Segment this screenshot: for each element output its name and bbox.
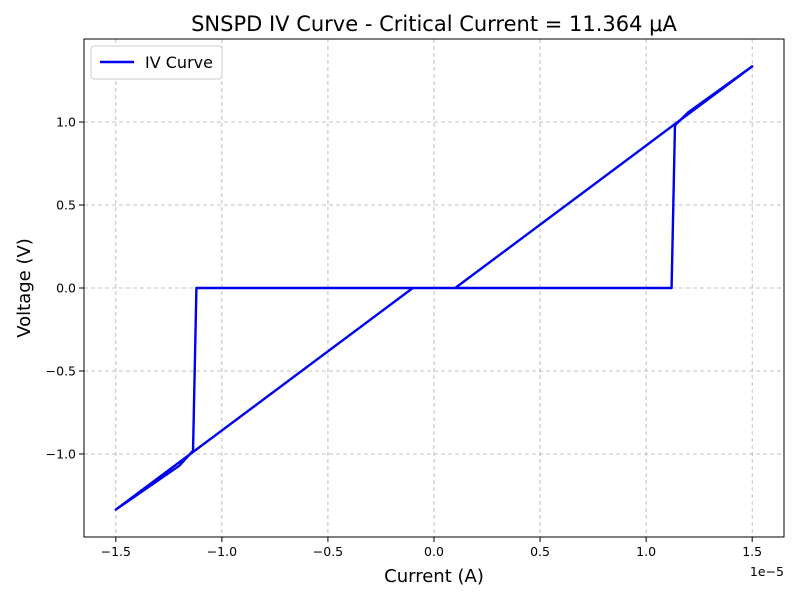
y-tick-label: 0.0: [56, 281, 76, 296]
x-tick-label: 0.5: [530, 544, 550, 559]
plot-area: [114, 65, 754, 511]
legend-box: [90, 45, 223, 80]
x-tick-label: 1.0: [636, 544, 656, 559]
x-tick-label: −1.5: [101, 544, 131, 559]
x-axis-ticks: −1.5 −1.0 −0.5 0.0 0.5 1.0 1.5: [101, 537, 762, 559]
y-tick-label: 1.0: [56, 115, 76, 130]
series-line-iv-curve: [114, 65, 754, 511]
axes-frame: [83, 38, 785, 538]
x-tick-label: 1.5: [742, 544, 762, 559]
legend-label: IV Curve: [145, 53, 213, 72]
x-tick-label: 0.0: [424, 544, 444, 559]
y-tick-label: −0.5: [46, 364, 76, 379]
x-axis-offset-label: 1e−5: [750, 564, 784, 579]
x-tick-label: −0.5: [313, 544, 343, 559]
y-tick-label: −1.0: [46, 447, 76, 462]
legend: IV Curve: [90, 45, 223, 80]
y-axis-label: Voltage (V): [14, 238, 35, 338]
x-tick-label: −1.0: [207, 544, 237, 559]
y-tick-label: 0.5: [56, 198, 76, 213]
chart-title: SNSPD IV Curve - Critical Current = 11.3…: [191, 12, 677, 36]
x-axis-label: Current (A): [384, 566, 484, 587]
y-axis-ticks: −1.0 −0.5 0.0 0.5 1.0: [46, 115, 84, 462]
